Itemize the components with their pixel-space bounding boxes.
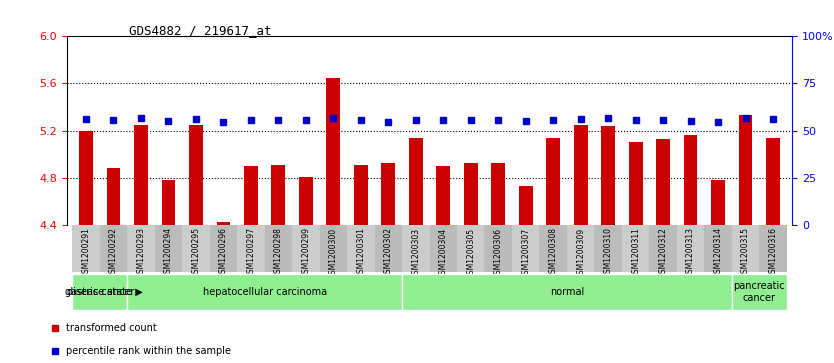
- Bar: [381, 163, 395, 225]
- FancyBboxPatch shape: [705, 225, 731, 272]
- FancyBboxPatch shape: [73, 274, 127, 310]
- FancyBboxPatch shape: [100, 225, 127, 272]
- FancyBboxPatch shape: [759, 225, 786, 272]
- FancyBboxPatch shape: [430, 225, 457, 272]
- FancyBboxPatch shape: [457, 225, 485, 272]
- Bar: [711, 180, 725, 225]
- FancyBboxPatch shape: [622, 225, 650, 272]
- Bar: [574, 125, 587, 225]
- Bar: [272, 165, 285, 225]
- FancyBboxPatch shape: [595, 225, 622, 272]
- Text: hepatocellular carcinoma: hepatocellular carcinoma: [203, 287, 327, 297]
- Text: GSM1200303: GSM1200303: [411, 227, 420, 278]
- Bar: [409, 138, 423, 225]
- Text: GSM1200313: GSM1200313: [686, 227, 695, 278]
- Text: GSM1200293: GSM1200293: [137, 227, 145, 278]
- FancyBboxPatch shape: [73, 225, 100, 272]
- Text: GSM1200299: GSM1200299: [301, 227, 310, 278]
- Text: GSM1200315: GSM1200315: [741, 227, 750, 278]
- Text: GSM1200298: GSM1200298: [274, 227, 283, 278]
- Text: disease state ▶: disease state ▶: [68, 287, 143, 297]
- FancyBboxPatch shape: [402, 225, 430, 272]
- Text: GSM1200308: GSM1200308: [549, 227, 558, 278]
- Text: GSM1200307: GSM1200307: [521, 227, 530, 278]
- FancyBboxPatch shape: [567, 225, 595, 272]
- Bar: [491, 163, 505, 225]
- Text: GSM1200297: GSM1200297: [246, 227, 255, 278]
- FancyBboxPatch shape: [731, 274, 786, 310]
- Bar: [766, 138, 780, 225]
- FancyBboxPatch shape: [154, 225, 182, 272]
- FancyBboxPatch shape: [731, 225, 759, 272]
- Text: GSM1200306: GSM1200306: [494, 227, 503, 278]
- FancyBboxPatch shape: [485, 225, 512, 272]
- FancyBboxPatch shape: [402, 274, 731, 310]
- Bar: [244, 166, 258, 225]
- FancyBboxPatch shape: [127, 225, 154, 272]
- FancyBboxPatch shape: [512, 225, 540, 272]
- Text: GSM1200300: GSM1200300: [329, 227, 338, 278]
- Text: GSM1200305: GSM1200305: [466, 227, 475, 278]
- Bar: [162, 180, 175, 225]
- FancyBboxPatch shape: [127, 274, 402, 310]
- FancyBboxPatch shape: [264, 225, 292, 272]
- Bar: [217, 221, 230, 225]
- Bar: [326, 78, 340, 225]
- Bar: [601, 126, 615, 225]
- Text: transformed count: transformed count: [66, 323, 157, 333]
- Text: GSM1200312: GSM1200312: [659, 227, 668, 278]
- Text: pancreatic
cancer: pancreatic cancer: [734, 281, 785, 303]
- Bar: [134, 125, 148, 225]
- Text: GSM1200292: GSM1200292: [109, 227, 118, 278]
- Text: GSM1200304: GSM1200304: [439, 227, 448, 278]
- Text: GSM1200310: GSM1200310: [604, 227, 613, 278]
- Text: GSM1200295: GSM1200295: [191, 227, 200, 278]
- Text: gastric cancer: gastric cancer: [65, 287, 134, 297]
- FancyBboxPatch shape: [347, 225, 374, 272]
- FancyBboxPatch shape: [237, 225, 264, 272]
- FancyBboxPatch shape: [650, 225, 677, 272]
- Bar: [189, 125, 203, 225]
- Bar: [739, 115, 752, 225]
- Text: GDS4882 / 219617_at: GDS4882 / 219617_at: [129, 24, 272, 37]
- Text: GSM1200314: GSM1200314: [714, 227, 722, 278]
- Text: GSM1200291: GSM1200291: [82, 227, 90, 278]
- Text: normal: normal: [550, 287, 584, 297]
- Text: GSM1200296: GSM1200296: [219, 227, 228, 278]
- FancyBboxPatch shape: [292, 225, 319, 272]
- Text: GSM1200302: GSM1200302: [384, 227, 393, 278]
- Bar: [629, 143, 642, 225]
- Bar: [464, 163, 478, 225]
- Text: GSM1200311: GSM1200311: [631, 227, 641, 278]
- FancyBboxPatch shape: [677, 225, 705, 272]
- FancyBboxPatch shape: [209, 225, 237, 272]
- Text: GSM1200309: GSM1200309: [576, 227, 585, 278]
- FancyBboxPatch shape: [319, 225, 347, 272]
- Bar: [354, 165, 368, 225]
- FancyBboxPatch shape: [182, 225, 209, 272]
- Bar: [656, 139, 670, 225]
- Bar: [546, 138, 560, 225]
- Bar: [107, 168, 120, 225]
- Text: percentile rank within the sample: percentile rank within the sample: [66, 346, 231, 356]
- Bar: [519, 186, 533, 225]
- Text: GSM1200294: GSM1200294: [164, 227, 173, 278]
- Bar: [436, 166, 450, 225]
- Bar: [79, 131, 93, 225]
- FancyBboxPatch shape: [374, 225, 402, 272]
- Text: GSM1200301: GSM1200301: [356, 227, 365, 278]
- Text: GSM1200316: GSM1200316: [769, 227, 777, 278]
- Bar: [299, 177, 313, 225]
- Bar: [684, 135, 697, 225]
- FancyBboxPatch shape: [540, 225, 567, 272]
